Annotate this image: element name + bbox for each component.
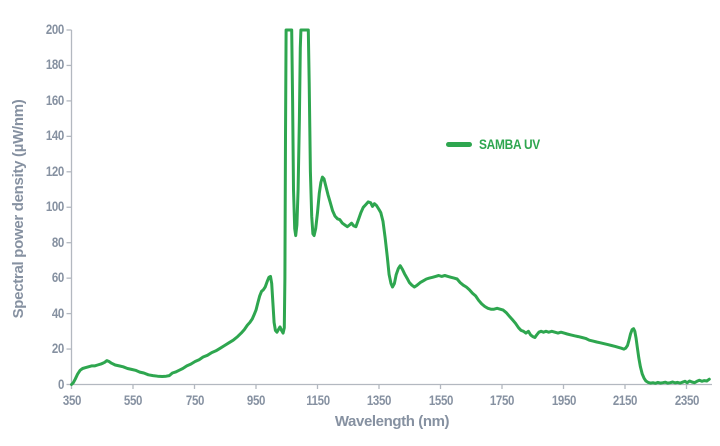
- y-axis-title: Spectral power density (µW/nm): [10, 99, 27, 319]
- y-tick-label-0: 0: [57, 375, 64, 392]
- y-tick-label-120: 120: [45, 162, 64, 179]
- x-tick-label-1350: 1350: [366, 391, 392, 408]
- x-tick-label-350: 350: [62, 391, 81, 408]
- legend-line-swatch: [446, 141, 472, 147]
- x-tick-label-1750: 1750: [489, 391, 515, 408]
- x-tick-label-2350: 2350: [674, 391, 699, 408]
- x-tick-label-2150: 2150: [612, 391, 638, 408]
- x-axis-title: Wavelength (nm): [334, 413, 450, 430]
- y-tick-label-40: 40: [51, 304, 64, 321]
- x-tick-label-550: 550: [123, 391, 143, 408]
- x-tick-label-950: 950: [246, 391, 266, 408]
- y-tick-label-60: 60: [51, 269, 64, 286]
- x-tick-label-750: 750: [185, 391, 204, 408]
- y-tick-label-160: 160: [45, 91, 64, 108]
- x-tick-label-1150: 1150: [305, 391, 330, 408]
- y-tick-label-200: 200: [45, 21, 64, 37]
- y-tick-label-80: 80: [51, 233, 64, 250]
- legend: SAMBA UV: [446, 136, 551, 152]
- y-tick-label-100: 100: [45, 198, 64, 215]
- y-tick-label-140: 140: [45, 127, 64, 144]
- y-tick-label-20: 20: [51, 340, 64, 357]
- x-tick-label-1950: 1950: [551, 391, 576, 408]
- legend-series-label: SAMBA UV: [479, 136, 540, 152]
- axis-tick-marks: [66, 29, 688, 389]
- y-tick-label-180: 180: [45, 56, 64, 73]
- spectral-curve: [70, 28, 711, 386]
- x-tick-label-1550: 1550: [428, 391, 453, 408]
